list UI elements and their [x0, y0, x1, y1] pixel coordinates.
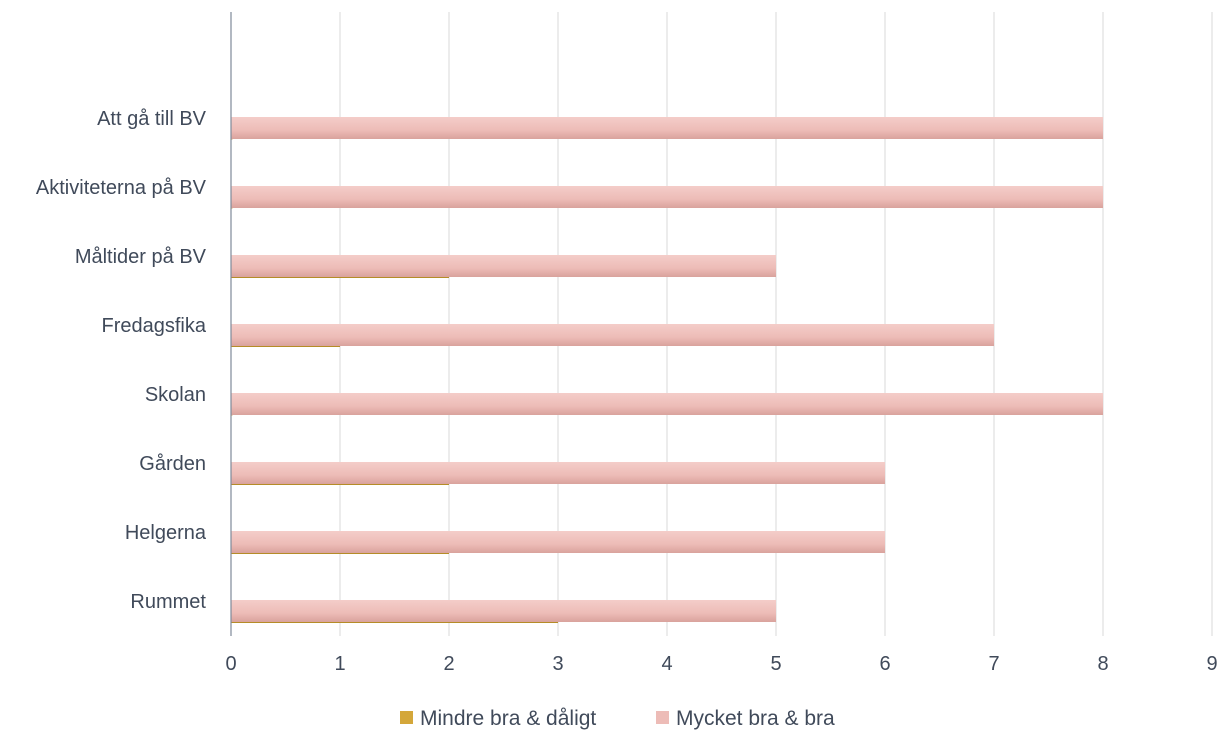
category-label: Måltider på BV: [75, 246, 207, 268]
x-tick-label: 1: [334, 653, 345, 675]
category-label: Skolan: [145, 384, 206, 406]
x-tick-label: 3: [552, 653, 563, 675]
bar-mycket-4: [231, 393, 1103, 415]
legend-label-1: Mycket bra & bra: [676, 707, 835, 730]
category-label: Helgerna: [125, 522, 207, 544]
category-label: Fredagsfika: [102, 315, 207, 337]
category-labels: Att gå till BV Aktiviteterna på BV Måltide…: [36, 108, 207, 613]
x-tick-label: 6: [879, 653, 890, 675]
bar-mycket-6: [231, 531, 885, 553]
bar-mycket-7: [231, 600, 776, 622]
bar-mycket-3: [231, 324, 994, 346]
x-tick-label: 7: [988, 653, 999, 675]
legend-swatch-1: [656, 711, 669, 724]
x-tick-label: 2: [443, 653, 454, 675]
legend-swatch-0: [400, 711, 413, 724]
x-tick-label: 5: [770, 653, 781, 675]
bars: [231, 117, 1103, 623]
bar-mycket-1: [231, 186, 1103, 208]
category-label: Aktiviteterna på BV: [36, 177, 207, 199]
x-tick-label: 9: [1206, 653, 1217, 675]
x-tick-label: 8: [1097, 653, 1108, 675]
legend-label-0: Mindre bra & dåligt: [420, 707, 596, 730]
category-label: Att gå till BV: [97, 108, 207, 130]
bar-mycket-0: [231, 117, 1103, 139]
bar-mycket-2: [231, 255, 776, 277]
category-label: Rummet: [130, 591, 206, 613]
x-tick-labels: 0 1 2 3 4 5 6 7 8 9: [225, 653, 1217, 675]
x-tick-label: 0: [225, 653, 236, 675]
bar-mycket-5: [231, 462, 885, 484]
x-tick-label: 4: [661, 653, 672, 675]
category-label: Gården: [139, 453, 206, 475]
legend: Mindre bra & dåligt Mycket bra & bra: [400, 707, 835, 730]
